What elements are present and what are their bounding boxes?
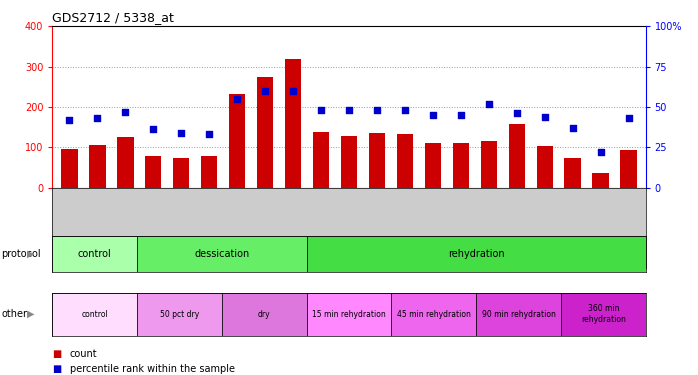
Point: [595, 149, 607, 155]
Bar: [285, 58, 302, 188]
Point: [204, 131, 215, 137]
Text: control: control: [78, 249, 112, 259]
Text: ■: ■: [52, 364, 61, 374]
Point: [427, 112, 438, 118]
Bar: [222, 292, 306, 336]
Point: [315, 107, 327, 113]
Text: ■: ■: [52, 350, 61, 359]
Bar: [593, 173, 609, 188]
Text: protocol: protocol: [1, 249, 41, 259]
Point: [91, 115, 103, 121]
Text: count: count: [70, 350, 98, 359]
Point: [147, 126, 158, 132]
Text: ▶: ▶: [27, 249, 34, 259]
Bar: [480, 141, 497, 188]
Text: 45 min rehydration: 45 min rehydration: [397, 310, 470, 319]
Bar: [52, 292, 137, 336]
Point: [232, 96, 243, 102]
Bar: [509, 124, 526, 188]
Bar: [561, 292, 646, 336]
Text: 90 min rehydration: 90 min rehydration: [482, 310, 556, 319]
Bar: [257, 76, 274, 188]
Bar: [537, 146, 554, 188]
Point: [64, 117, 75, 123]
Bar: [52, 236, 137, 272]
Bar: [306, 292, 392, 336]
Point: [343, 107, 355, 113]
Text: dessication: dessication: [194, 249, 249, 259]
Bar: [200, 156, 218, 188]
Point: [119, 109, 131, 115]
Point: [288, 88, 299, 94]
Bar: [89, 145, 105, 188]
Point: [455, 112, 466, 118]
Bar: [137, 236, 306, 272]
Point: [371, 107, 383, 113]
Bar: [306, 236, 646, 272]
Point: [623, 115, 634, 121]
Text: ▶: ▶: [27, 309, 34, 319]
Text: rehydration: rehydration: [448, 249, 505, 259]
Bar: [137, 292, 222, 336]
Bar: [476, 292, 561, 336]
Text: 15 min rehydration: 15 min rehydration: [312, 310, 386, 319]
Bar: [229, 94, 246, 188]
Bar: [369, 133, 385, 188]
Bar: [452, 143, 469, 188]
Bar: [61, 149, 77, 188]
Text: percentile rank within the sample: percentile rank within the sample: [70, 364, 235, 374]
Bar: [392, 292, 476, 336]
Point: [512, 110, 523, 116]
Bar: [424, 143, 441, 188]
Bar: [565, 158, 581, 188]
Text: other: other: [1, 309, 27, 319]
Text: control: control: [82, 310, 108, 319]
Point: [483, 100, 494, 106]
Bar: [396, 134, 413, 188]
Bar: [313, 132, 329, 188]
Text: dry: dry: [258, 310, 271, 319]
Point: [399, 107, 410, 113]
Point: [260, 88, 271, 94]
Bar: [621, 150, 637, 188]
Bar: [172, 158, 189, 188]
Text: 360 min
rehydration: 360 min rehydration: [581, 304, 625, 324]
Text: GDS2712 / 5338_at: GDS2712 / 5338_at: [52, 11, 174, 24]
Text: 50 pct dry: 50 pct dry: [160, 310, 199, 319]
Point: [567, 125, 579, 131]
Bar: [341, 136, 357, 188]
Point: [540, 114, 551, 120]
Bar: [117, 137, 133, 188]
Bar: [144, 156, 161, 188]
Point: [175, 130, 186, 136]
